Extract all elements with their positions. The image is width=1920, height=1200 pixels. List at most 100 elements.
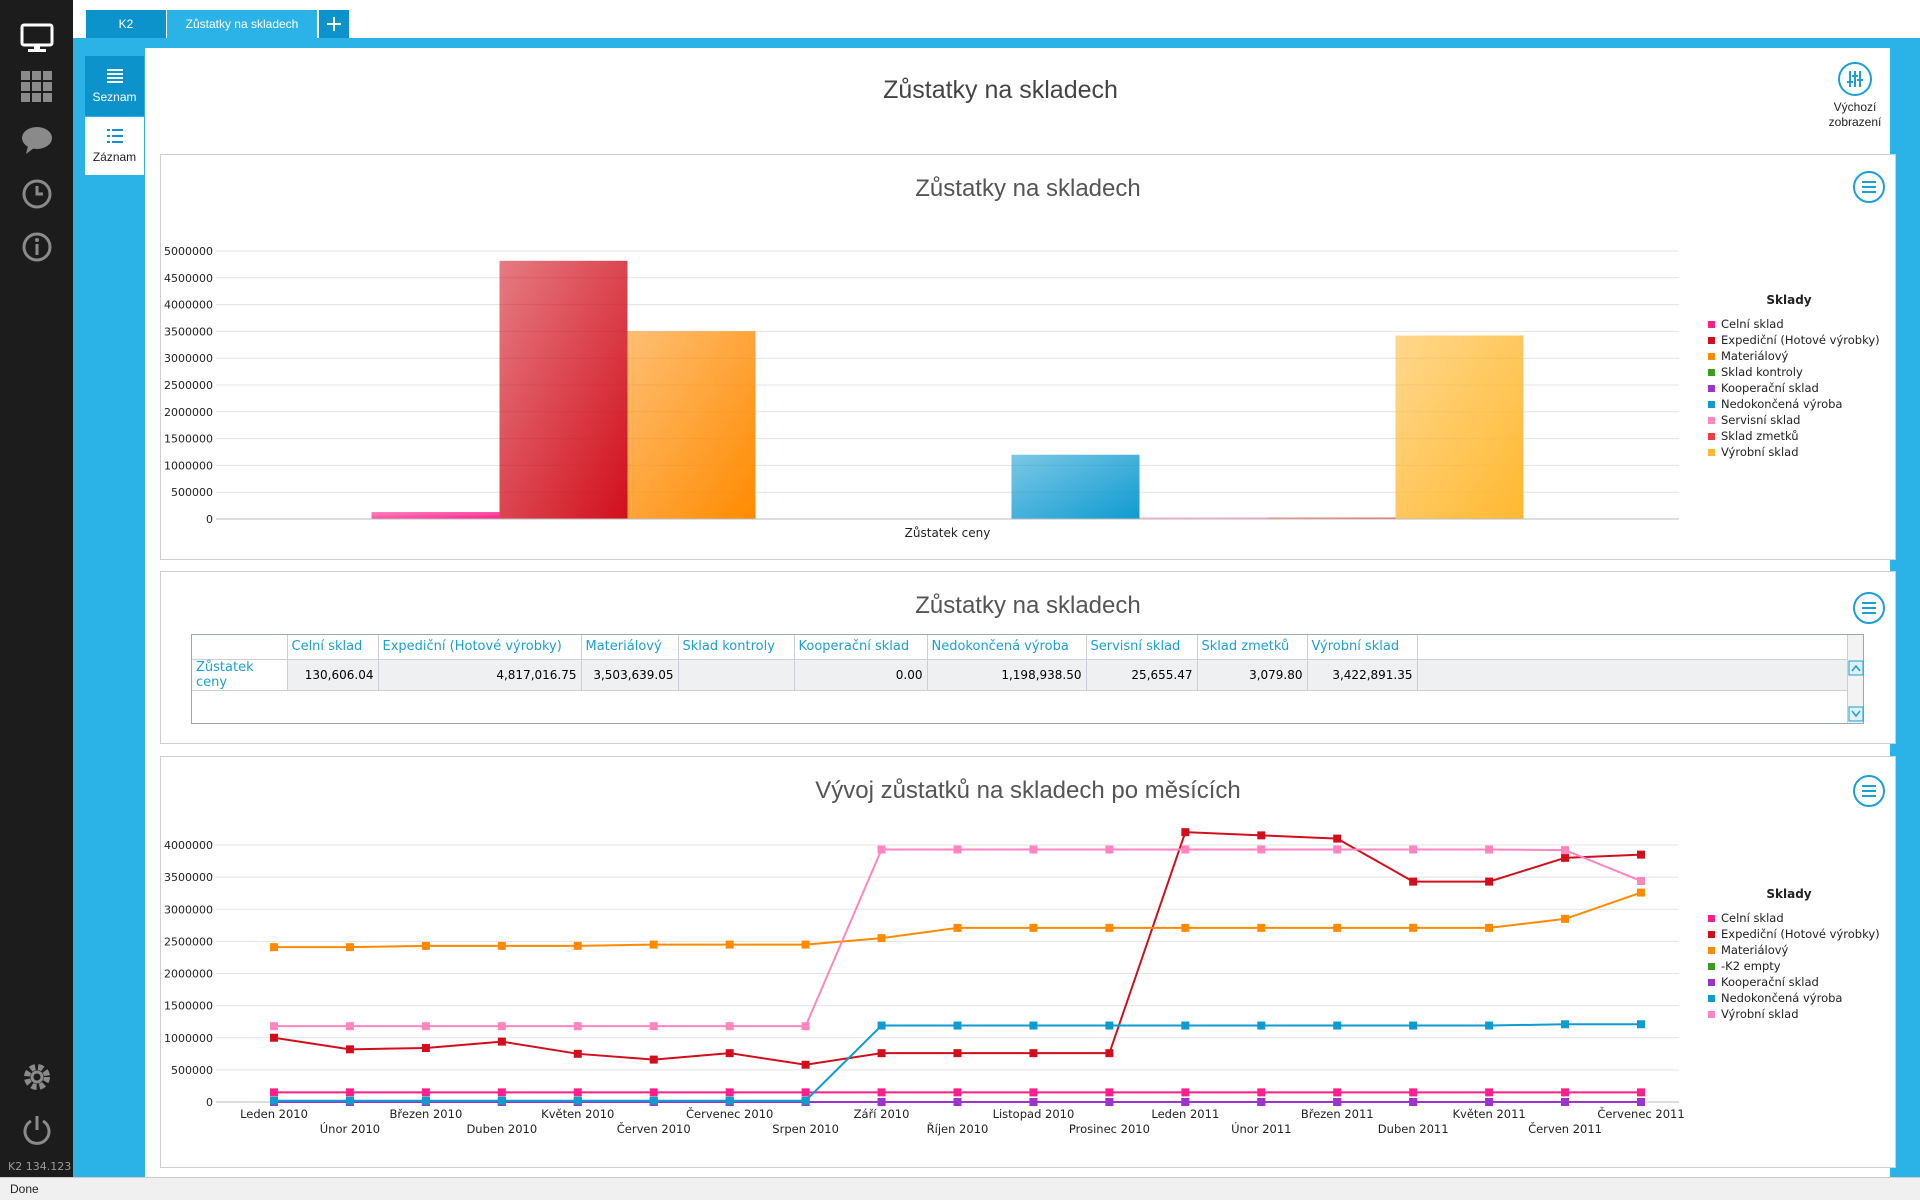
data-point — [877, 934, 886, 943]
view-zaznam-label: Záznam — [92, 150, 137, 164]
data-point — [1333, 1098, 1342, 1106]
legend-swatch — [1708, 979, 1715, 986]
bar — [499, 260, 628, 519]
data-point — [270, 1033, 278, 1042]
table-cell[interactable]: 4,817,016.75 — [378, 659, 582, 691]
y-tick-label: 1500000 — [164, 1000, 213, 1013]
settings-gear-icon[interactable] — [17, 1057, 57, 1097]
desktop-icon[interactable] — [17, 18, 57, 58]
col-celni[interactable]: Celní sklad — [287, 635, 379, 660]
legend-swatch — [1708, 385, 1715, 392]
legend-label: Materiálový — [1721, 349, 1789, 363]
table-cell[interactable]: 1,198,938.50 — [927, 659, 1087, 691]
data-point — [1181, 1098, 1190, 1106]
view-seznam-button[interactable]: Seznam — [85, 56, 144, 116]
table-cell[interactable]: 130,606.04 — [287, 659, 379, 691]
legend-label: Servisní sklad — [1721, 413, 1800, 427]
list-icon — [106, 69, 123, 83]
data-point — [801, 1088, 810, 1097]
x-tick-label: Červen 2010 — [617, 1121, 691, 1136]
data-point — [1561, 846, 1570, 855]
data-point — [953, 1021, 962, 1030]
table-menu-button[interactable] — [1853, 592, 1885, 624]
line-chart-menu-button[interactable] — [1853, 775, 1885, 807]
data-point — [649, 1055, 658, 1064]
table-cell[interactable]: 3,422,891.35 — [1307, 659, 1418, 691]
apps-grid-icon[interactable] — [17, 67, 57, 107]
data-point — [1409, 877, 1418, 886]
info-icon[interactable] — [17, 227, 57, 267]
chat-icon[interactable] — [17, 120, 57, 160]
add-tab-button[interactable] — [319, 10, 349, 38]
data-point — [1409, 1098, 1418, 1106]
tab-zustatky[interactable]: Zůstatky na skladech — [167, 10, 317, 38]
y-tick-label: 0 — [206, 1096, 213, 1109]
table-row[interactable]: Zůstatek ceny 130,606.04 4,817,016.75 3,… — [192, 659, 1847, 691]
data-point — [1105, 1049, 1114, 1058]
view-zaznam-button[interactable]: Záznam — [85, 117, 144, 175]
col-material[interactable]: Materiálový — [581, 635, 679, 660]
y-tick-label: 2000000 — [164, 968, 213, 981]
legend-label: Výrobní sklad — [1721, 445, 1799, 459]
col-nedokoncena[interactable]: Nedokončená výroba — [927, 635, 1087, 660]
table-filler-cell — [1417, 659, 1847, 691]
tab-k2[interactable]: K2 — [86, 10, 166, 38]
legend-label: Nedokončená výroba — [1721, 991, 1842, 1005]
x-tick-label: Květen 2010 — [541, 1107, 614, 1121]
hamburger-icon — [1862, 181, 1876, 193]
data-point — [801, 1096, 810, 1105]
y-tick-label: 2500000 — [164, 935, 213, 948]
view-seznam-label: Seznam — [92, 90, 137, 104]
chart-menu-button[interactable] — [1853, 171, 1885, 203]
col-zmetku[interactable]: Sklad zmetků — [1197, 635, 1308, 660]
data-point — [725, 1088, 734, 1097]
table-cell[interactable] — [678, 659, 795, 691]
legend-label: Sklad kontroly — [1721, 365, 1803, 379]
col-vyrobni[interactable]: Výrobní sklad — [1307, 635, 1418, 660]
data-point — [1637, 888, 1645, 897]
data-point — [1561, 1020, 1570, 1029]
legend-swatch — [1708, 449, 1715, 456]
data-point — [953, 923, 962, 932]
bar — [1267, 517, 1396, 519]
col-kooperacni[interactable]: Kooperační sklad — [794, 635, 928, 660]
x-tick-label: Červen 2011 — [1528, 1121, 1602, 1136]
data-point — [877, 1088, 886, 1097]
data-point — [1257, 845, 1266, 854]
data-point — [421, 1022, 430, 1031]
data-point — [1257, 831, 1266, 840]
table-cell[interactable]: 25,655.47 — [1086, 659, 1198, 691]
data-point — [497, 941, 506, 950]
table-cell[interactable]: 3,503,639.05 — [581, 659, 679, 691]
row-label[interactable]: Zůstatek ceny — [192, 659, 288, 691]
data-point — [1333, 1021, 1342, 1030]
data-point — [421, 1096, 430, 1105]
data-point — [1561, 1088, 1570, 1097]
bar — [1011, 454, 1140, 519]
x-tick-label: Květen 2011 — [1453, 1107, 1526, 1121]
table-title: Zůstatky na skladech — [915, 592, 1141, 619]
col-expedicni[interactable]: Expediční (Hotové výrobky) — [378, 635, 582, 660]
col-servisni[interactable]: Servisní sklad — [1086, 635, 1198, 660]
data-point — [270, 1096, 278, 1105]
data-point — [345, 1022, 354, 1031]
data-point — [1181, 1021, 1190, 1030]
data-point — [345, 1045, 354, 1054]
col-filler — [1417, 635, 1847, 660]
table-scrollbar[interactable] — [1847, 635, 1864, 723]
data-point — [1409, 923, 1418, 932]
table-cell[interactable]: 3,079.80 — [1197, 659, 1308, 691]
data-point — [1333, 923, 1342, 932]
y-tick-label: 4000000 — [164, 299, 213, 312]
col-kontroly[interactable]: Sklad kontroly — [678, 635, 795, 660]
sliders-icon — [1838, 62, 1872, 96]
y-tick-label: 500000 — [171, 486, 213, 499]
data-point — [270, 1088, 278, 1097]
default-view-button[interactable]: Výchozí zobrazení — [1820, 62, 1890, 130]
data-point — [1029, 1088, 1038, 1097]
table-cell[interactable]: 0.00 — [794, 659, 928, 691]
power-icon[interactable] — [17, 1110, 57, 1150]
y-tick-label: 3500000 — [164, 325, 213, 338]
data-point — [1637, 1088, 1645, 1097]
history-clock-icon[interactable] — [17, 174, 57, 214]
